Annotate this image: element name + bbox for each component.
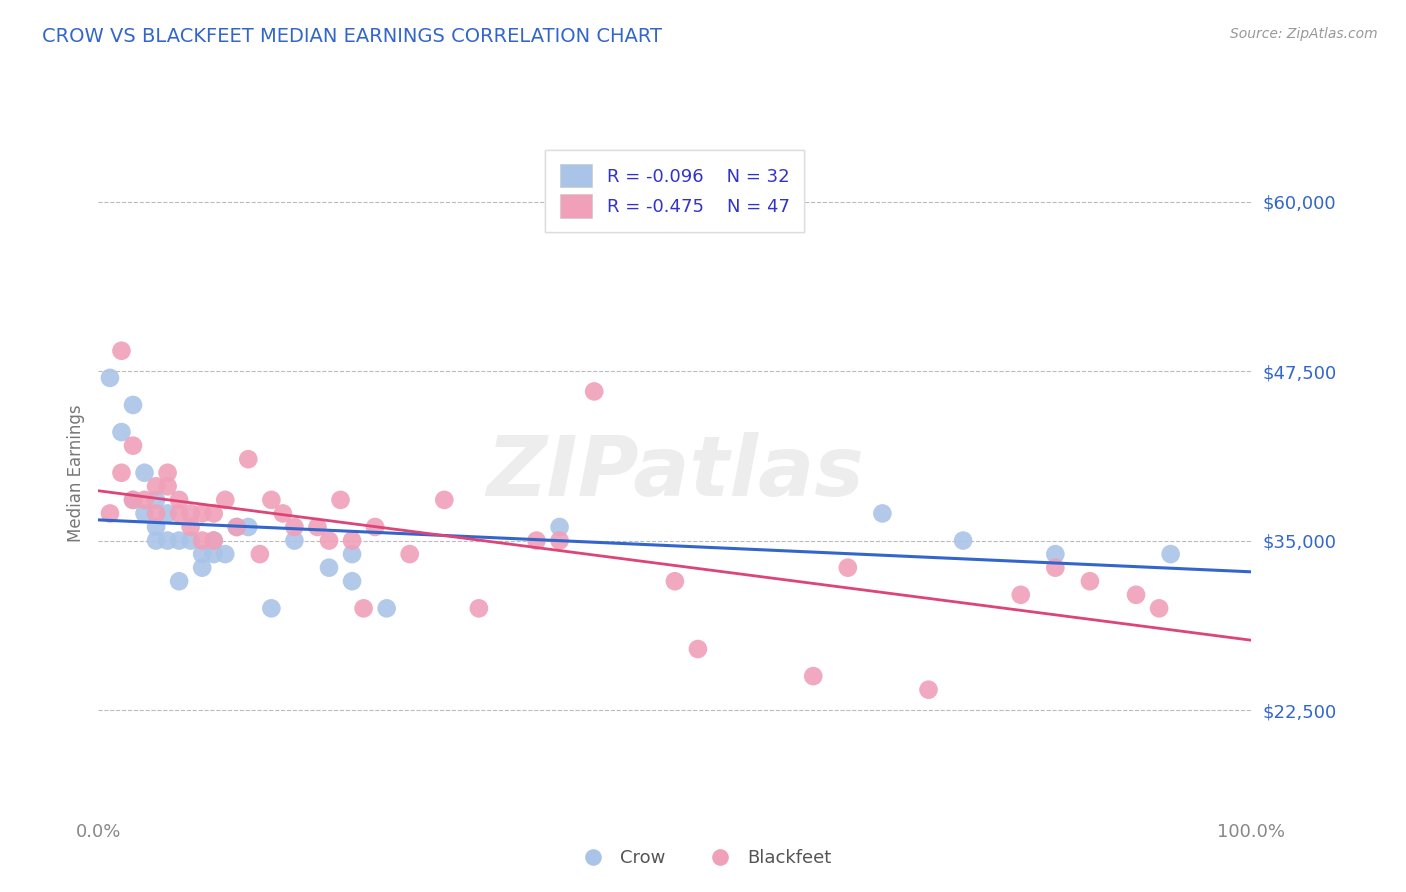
Point <box>917 682 939 697</box>
Point <box>318 560 340 574</box>
Point <box>214 547 236 561</box>
Point <box>122 439 145 453</box>
Point <box>340 547 363 561</box>
Point <box>329 492 352 507</box>
Point <box>202 547 225 561</box>
Point <box>664 574 686 589</box>
Point <box>98 507 121 521</box>
Point <box>110 343 132 358</box>
Point <box>686 642 709 657</box>
Point <box>238 520 260 534</box>
Point <box>145 520 167 534</box>
Point <box>110 466 132 480</box>
Text: ZIPatlas: ZIPatlas <box>486 433 863 513</box>
Point <box>1160 547 1182 561</box>
Point <box>134 492 156 507</box>
Point <box>1045 560 1067 574</box>
Point <box>191 507 214 521</box>
Point <box>1125 588 1147 602</box>
Point <box>167 533 190 548</box>
Point <box>202 533 225 548</box>
Point <box>167 507 190 521</box>
Point <box>340 574 363 589</box>
Point <box>180 507 202 521</box>
Point <box>180 533 202 548</box>
Point <box>1045 547 1067 561</box>
Text: CROW VS BLACKFEET MEDIAN EARNINGS CORRELATION CHART: CROW VS BLACKFEET MEDIAN EARNINGS CORREL… <box>42 27 662 45</box>
Point <box>191 560 214 574</box>
Point <box>340 533 363 548</box>
Point <box>1147 601 1170 615</box>
Point <box>283 533 305 548</box>
Point <box>156 533 179 548</box>
Point <box>318 533 340 548</box>
Point <box>191 533 214 548</box>
Point <box>167 574 190 589</box>
Point <box>548 533 571 548</box>
Point <box>98 371 121 385</box>
Point <box>260 601 283 615</box>
Point <box>122 492 145 507</box>
Point <box>225 520 247 534</box>
Y-axis label: Median Earnings: Median Earnings <box>66 404 84 541</box>
Point <box>122 492 145 507</box>
Point <box>353 601 375 615</box>
Point <box>225 520 247 534</box>
Point <box>202 507 225 521</box>
Point <box>837 560 859 574</box>
Point <box>145 492 167 507</box>
Point <box>145 533 167 548</box>
Point <box>156 507 179 521</box>
Point <box>398 547 420 561</box>
Point <box>214 492 236 507</box>
Legend: R = -0.096    N = 32, R = -0.475    N = 47: R = -0.096 N = 32, R = -0.475 N = 47 <box>546 150 804 232</box>
Point <box>952 533 974 548</box>
Point <box>468 601 491 615</box>
Point <box>180 520 202 534</box>
Point <box>526 533 548 548</box>
Point <box>583 384 606 399</box>
Point <box>145 507 167 521</box>
Legend: Crow, Blackfeet: Crow, Blackfeet <box>568 842 838 874</box>
Point <box>122 398 145 412</box>
Point <box>1010 588 1032 602</box>
Point <box>1078 574 1101 589</box>
Point <box>191 547 214 561</box>
Point <box>872 507 894 521</box>
Point <box>145 479 167 493</box>
Point <box>238 452 260 467</box>
Point <box>548 520 571 534</box>
Point <box>134 466 156 480</box>
Point <box>801 669 824 683</box>
Point <box>156 479 179 493</box>
Point <box>307 520 329 534</box>
Point <box>260 492 283 507</box>
Point <box>167 492 190 507</box>
Point <box>271 507 294 521</box>
Point <box>134 507 156 521</box>
Text: Source: ZipAtlas.com: Source: ZipAtlas.com <box>1230 27 1378 41</box>
Point <box>110 425 132 439</box>
Point <box>156 466 179 480</box>
Point <box>433 492 456 507</box>
Point <box>375 601 398 615</box>
Point <box>364 520 387 534</box>
Point <box>283 520 305 534</box>
Point <box>202 533 225 548</box>
Point <box>249 547 271 561</box>
